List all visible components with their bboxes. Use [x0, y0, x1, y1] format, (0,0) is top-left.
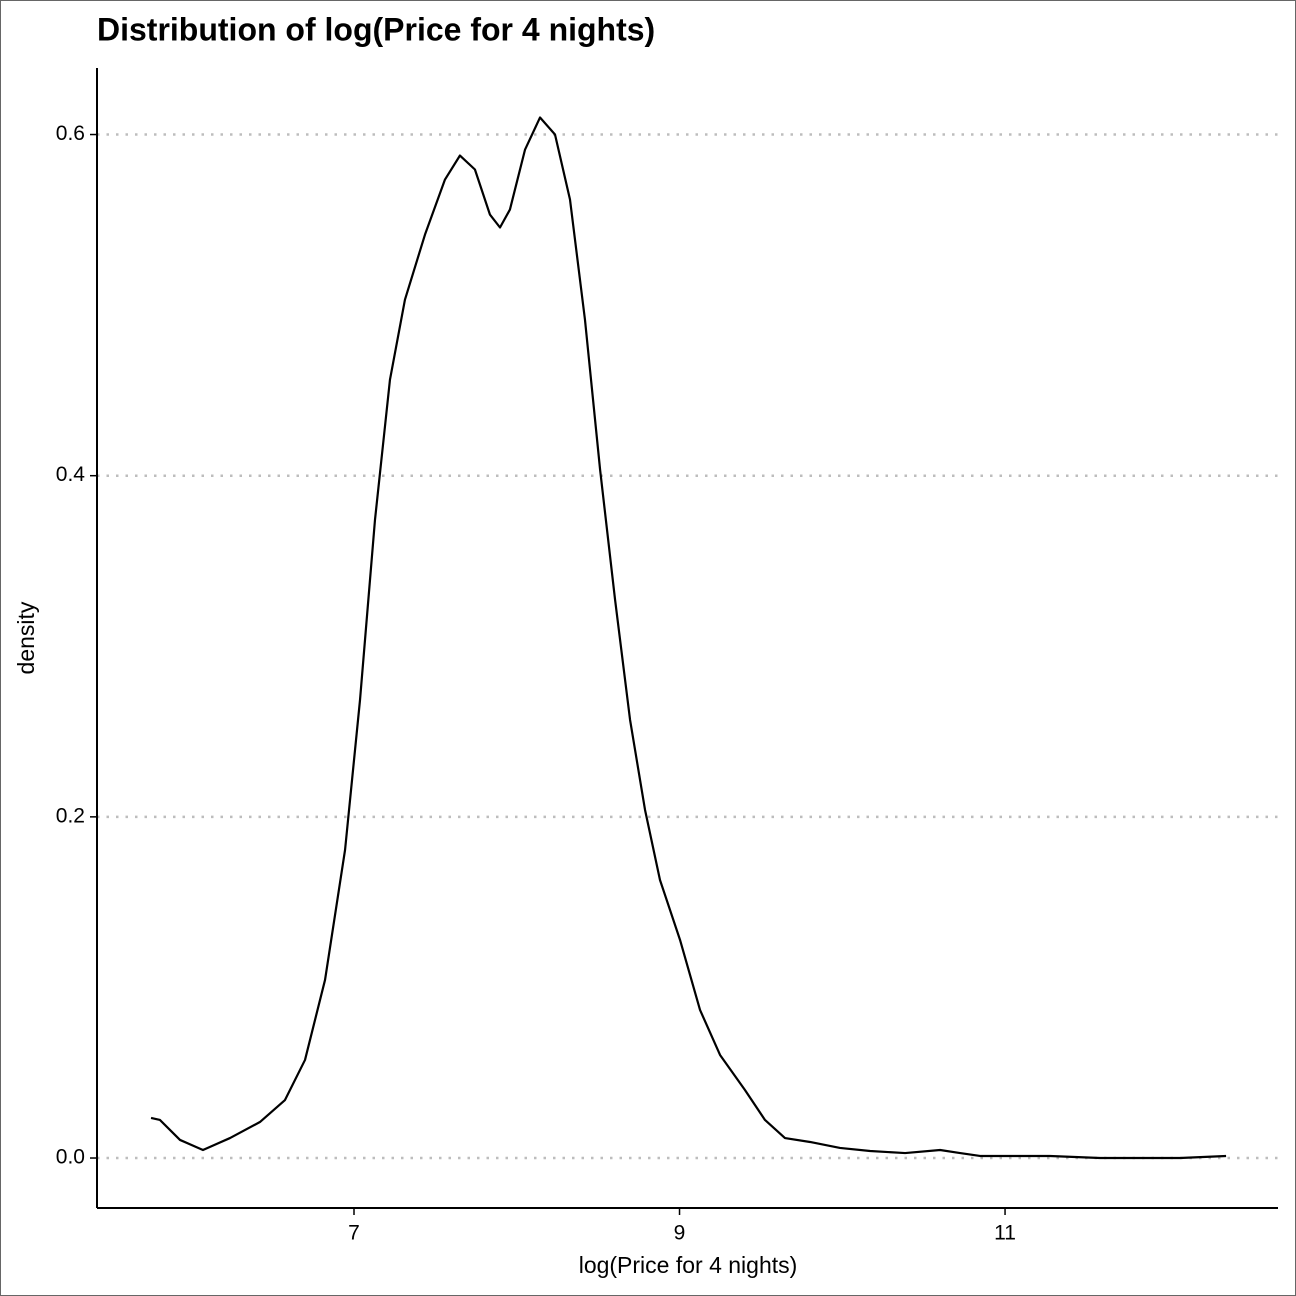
x-tick-label: 9 — [674, 1222, 686, 1245]
x-tick-label: 7 — [348, 1222, 360, 1245]
density-line — [150, 116, 1227, 1160]
x-axis-title: log(Price for 4 nights) — [579, 1252, 798, 1278]
y-tick-label: 0.4 — [56, 463, 86, 486]
y-axis-title: density — [13, 601, 39, 674]
x-tick-label: 11 — [994, 1222, 1016, 1245]
y-tick-label: 0.0 — [56, 1146, 85, 1169]
chart-title: Distribution of log(Price for 4 nights) — [97, 11, 655, 47]
y-tick-label: 0.6 — [56, 122, 85, 145]
y-tick-label: 0.2 — [56, 804, 85, 827]
